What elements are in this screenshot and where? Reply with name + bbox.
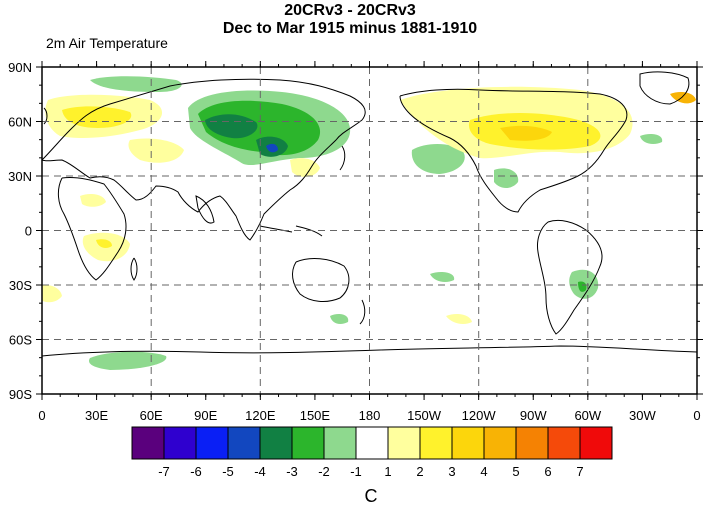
latitude-labels: 90N 60N 30N 0 30S 60S 90S — [8, 60, 32, 402]
coast-new-zealand — [359, 299, 366, 325]
colorbar-label: 4 — [480, 464, 487, 479]
lat-label: 60S — [9, 333, 32, 348]
colorbar: -7 -6 -5 -4 -3 -2 -1 1 2 3 4 5 6 7 — [131, 426, 613, 479]
lon-label: 120E — [245, 408, 276, 423]
lon-label: 0 — [693, 408, 700, 423]
cold-region-south-america-core — [578, 281, 587, 292]
title-line-1: 20CRv3 - 20CRv3 — [284, 2, 416, 19]
axis-ticks — [36, 61, 703, 400]
anomaly-cold-regions — [88, 76, 663, 370]
colorbar-box — [387, 426, 421, 460]
coastlines — [42, 71, 697, 357]
lat-label: 0 — [25, 224, 32, 239]
cold-region-pacific — [411, 144, 465, 174]
colorbar-label: -4 — [254, 464, 266, 479]
colorbar-box — [547, 426, 581, 460]
cold-region-mongolia-core — [266, 143, 278, 153]
lon-label: 60E — [140, 408, 163, 423]
lon-label: 120W — [462, 408, 497, 423]
cold-region-southern-ocean — [88, 351, 167, 370]
lon-label: 180 — [359, 408, 381, 423]
lon-label: 0 — [38, 408, 45, 423]
lat-label: 30S — [9, 278, 32, 293]
coast-japan — [339, 145, 346, 171]
colorbar-label: 6 — [544, 464, 551, 479]
warm-region-north-africa — [80, 194, 106, 207]
grid-lines — [42, 67, 697, 394]
warm-region-greenland — [670, 92, 696, 104]
colorbar-box — [163, 426, 197, 460]
colorbar-label: 5 — [512, 464, 519, 479]
colorbar-box — [579, 426, 613, 460]
coast-africa — [57, 177, 127, 281]
warm-region-africa-core — [96, 239, 112, 248]
colorbar-box — [323, 426, 357, 460]
map-area — [42, 71, 697, 370]
colorbar-box — [451, 426, 485, 460]
colorbar-units: C — [365, 486, 378, 506]
colorbar-box — [227, 426, 261, 460]
colorbar-label: 2 — [416, 464, 423, 479]
colorbar-box — [259, 426, 293, 460]
colorbar-label: -7 — [158, 464, 170, 479]
lon-label: 30W — [629, 408, 656, 423]
cold-region-arctic-sea — [90, 76, 182, 92]
coast-south-america — [537, 219, 603, 335]
colorbar-label: 3 — [448, 464, 455, 479]
colorbar-box — [419, 426, 453, 460]
coast-antarctica — [42, 345, 697, 357]
warm-region-sw-pacific — [446, 314, 472, 324]
colorbar-label: -6 — [190, 464, 202, 479]
lon-label: 30E — [85, 408, 108, 423]
anomaly-warm-regions — [42, 86, 696, 324]
coast-madagascar — [130, 257, 138, 281]
lat-label: 60N — [8, 115, 32, 130]
lat-label: 90N — [8, 60, 32, 75]
subtitle: 2m Air Temperature — [46, 35, 168, 51]
cold-region-atlantic — [640, 134, 663, 144]
cold-region-indian — [330, 314, 349, 324]
warm-region-europe-core — [62, 106, 132, 128]
warm-region-central-asia — [128, 138, 184, 163]
warm-region-north-america-strong — [500, 125, 552, 141]
colorbar-box — [195, 426, 229, 460]
coast-greenland — [639, 71, 690, 105]
colorbar-box — [291, 426, 325, 460]
lon-label: 60W — [574, 408, 601, 423]
colorbar-box — [515, 426, 549, 460]
lat-label: 30N — [8, 169, 32, 184]
cold-region-se-pacific — [430, 272, 455, 282]
colorbar-label: -2 — [318, 464, 330, 479]
warm-region-south-atlantic — [42, 285, 62, 303]
coast-indonesia — [259, 225, 323, 237]
colorbar-label: 1 — [384, 464, 391, 479]
coast-north-america — [399, 88, 628, 213]
colorbar-label: -3 — [286, 464, 298, 479]
coast-australia — [292, 258, 350, 302]
coast-uk — [43, 107, 48, 125]
warm-region-east-asia — [290, 158, 320, 177]
lon-label: 90W — [520, 408, 547, 423]
colorbar-label: -1 — [350, 464, 362, 479]
cold-region-gulf — [494, 168, 519, 188]
longitude-labels: 0 30E 60E 90E 120E 150E 180 150W 120W 90W 60W 30W 0 — [38, 408, 700, 423]
lat-label: 90S — [9, 387, 32, 402]
colorbar-box — [131, 426, 165, 460]
coast-india — [195, 195, 215, 224]
colorbar-box — [355, 426, 389, 460]
colorbar-box — [483, 426, 517, 460]
cold-region-siberia-strong — [205, 114, 258, 139]
title-line-2: Dec to Mar 1915 minus 1881-1910 — [222, 20, 478, 37]
lon-label: 150W — [407, 408, 442, 423]
lon-label: 90E — [194, 408, 217, 423]
coast-eurasia — [42, 78, 366, 241]
lon-label: 150E — [300, 408, 331, 423]
colorbar-label: 7 — [576, 464, 583, 479]
colorbar-label: -5 — [222, 464, 234, 479]
